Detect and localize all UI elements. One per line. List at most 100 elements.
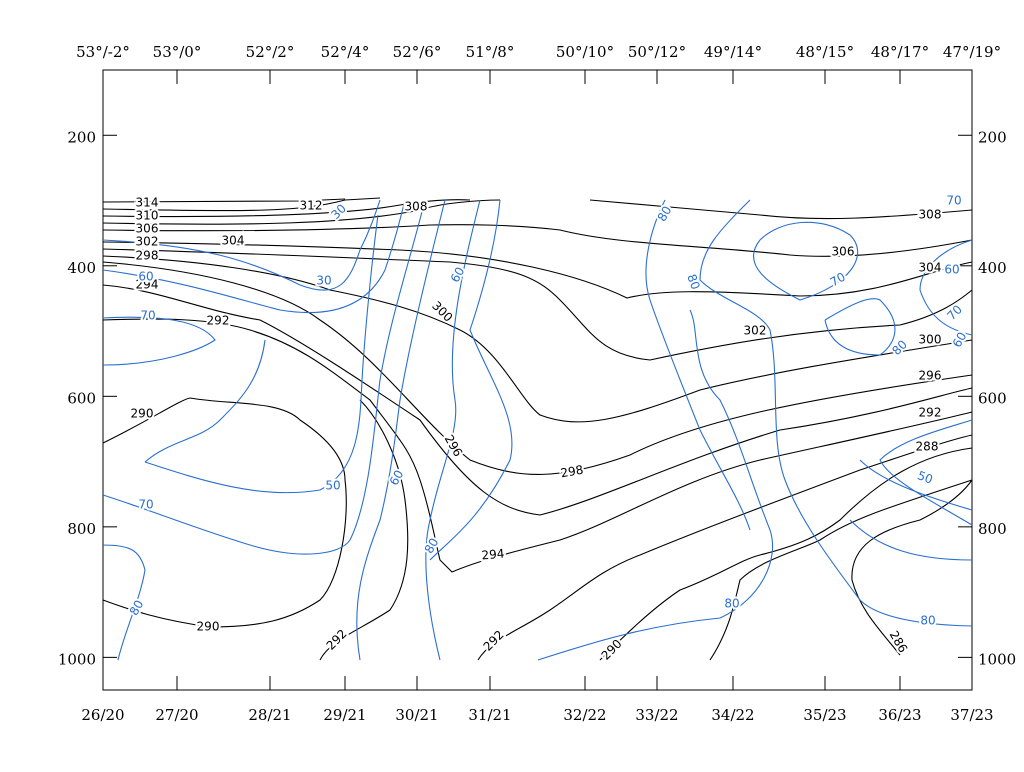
top-label: 53°/0° [153, 43, 202, 61]
contour-line [425, 199, 481, 661]
contour-line [859, 459, 973, 511]
x-tick-label: 28/21 [248, 706, 291, 724]
contour-line [537, 309, 774, 661]
contour-line [709, 479, 973, 661]
contour-label: 302 [136, 235, 159, 249]
y-tick-label-right: 800 [978, 520, 1007, 538]
top-label: 47°/19° [943, 43, 1001, 61]
contour-line [102, 199, 426, 555]
contour-line [849, 519, 973, 561]
y-tick-label-right: 600 [978, 389, 1007, 407]
contour-label: 288 [916, 440, 939, 454]
contour-line [102, 318, 973, 573]
contour-label: 294 [481, 547, 505, 563]
contour-label: 300 [919, 333, 942, 347]
x-tick-label: 37/23 [950, 706, 993, 724]
contour-label: 60 [944, 263, 959, 277]
top-label: 49°/14° [704, 43, 762, 61]
x-tick-label: 29/21 [323, 706, 366, 724]
contour-line [102, 197, 381, 212]
contour-label: 80 [724, 597, 739, 611]
top-label: 52°/6° [393, 43, 442, 61]
contour-line [753, 221, 859, 301]
top-label: 50°/12° [628, 43, 686, 61]
contour-label: 70 [138, 498, 153, 512]
contour-label: 30 [328, 201, 349, 222]
y-tick-label: 200 [67, 128, 96, 146]
x-tick-label: 33/22 [635, 706, 678, 724]
contour-line [102, 199, 406, 314]
contour-label: 292 [207, 314, 230, 328]
contour-label: 292 [481, 628, 507, 654]
contour-label: 302 [744, 324, 767, 338]
contour-label: 292 [919, 406, 942, 420]
contour-label: 314 [136, 196, 159, 210]
contour-label: 292 [324, 627, 350, 653]
x-tick-label: 31/21 [468, 706, 511, 724]
x-tick-label: 36/23 [878, 706, 921, 724]
top-label: 51°/8° [466, 43, 515, 61]
contour-line [919, 239, 973, 336]
top-label: 52°/4° [321, 43, 370, 61]
contour-line [102, 199, 471, 218]
contour-line [102, 284, 973, 516]
contour-label: 290 [197, 620, 220, 634]
contour-line [879, 419, 973, 526]
contour-label: 304 [222, 234, 245, 248]
contour-label: 308 [919, 208, 942, 222]
y-tick-label: 1000 [58, 650, 96, 668]
contour-line [356, 199, 446, 661]
contour-label: 30 [316, 274, 331, 288]
contour-line [599, 447, 973, 661]
contour-line [851, 479, 973, 656]
contour-label: 306 [136, 222, 159, 236]
x-tick-label: 26/20 [81, 706, 124, 724]
contour-label: 296 [919, 369, 942, 383]
top-label: 53°/-2° [76, 43, 130, 61]
top-label: 48°/15° [796, 43, 854, 61]
y-tick-label-right: 400 [978, 259, 1007, 277]
x-tick-label: 32/22 [563, 706, 606, 724]
contour-label: 298 [559, 463, 584, 481]
contour-line [319, 399, 409, 661]
contour-line [429, 199, 513, 561]
x-tick-label: 34/22 [711, 706, 754, 724]
y-tick-label-right: 1000 [978, 650, 1016, 668]
contour-line [102, 261, 973, 475]
contour-line [102, 255, 973, 423]
contour-line [102, 199, 501, 225]
x-tick-label: 30/21 [395, 706, 438, 724]
contour-label: 298 [136, 249, 159, 263]
contour-label: 70 [944, 302, 965, 323]
contour-label: 294 [136, 278, 159, 292]
contour-line [645, 199, 751, 531]
contour-label: 300 [429, 299, 455, 325]
contour-label: 310 [136, 209, 159, 223]
contour-line [144, 214, 379, 494]
contour-label: 304 [919, 261, 942, 275]
contour-label: 296 [442, 432, 466, 459]
y-tick-label-right: 200 [978, 128, 1007, 146]
contour-line [102, 248, 973, 361]
contour-line [102, 544, 146, 661]
contour-label: 80 [127, 598, 147, 618]
top-label: 48°/17° [871, 43, 929, 61]
contour-label: 290 [131, 407, 154, 421]
plot-frame [102, 69, 973, 691]
contour-label: 50 [325, 479, 340, 493]
contour-line [102, 199, 381, 291]
contour-line [102, 198, 346, 203]
contour-label: 70 [828, 270, 848, 290]
contour-label: 60 [138, 270, 153, 284]
y-tick-label: 400 [67, 259, 96, 277]
contour-label: 286 [887, 628, 911, 655]
contour-label: 50 [916, 468, 935, 486]
x-tick-label: 35/23 [803, 706, 846, 724]
x-tick-label: 27/20 [155, 706, 198, 724]
contour-line [102, 316, 216, 366]
contour-line [144, 339, 266, 463]
contour-line [102, 224, 973, 257]
top-label: 52°/2° [246, 43, 295, 61]
contour-label: 60 [950, 330, 970, 350]
